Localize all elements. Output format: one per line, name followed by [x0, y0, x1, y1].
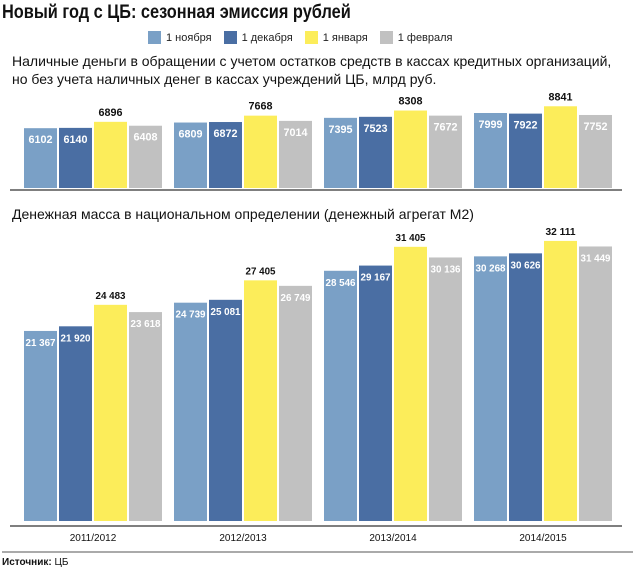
top-data-label: 7395: [329, 124, 353, 136]
bottom-bar: [359, 265, 392, 521]
top-data-label: 7523: [364, 123, 388, 135]
top-bar: [324, 117, 357, 188]
top-chart-subtitle: Наличные деньги в обращении с учетом ост…: [12, 53, 612, 87]
top-data-label: 7014: [284, 127, 309, 139]
bottom-bar: [129, 312, 162, 521]
bottom-bar: [394, 246, 427, 521]
top-data-label: 8841: [549, 91, 573, 103]
legend-item: 1 декабря: [223, 31, 293, 44]
bottom-data-label: 32 111: [546, 227, 576, 238]
bottom-data-label: 30 626: [511, 260, 541, 271]
bottom-bar: [24, 330, 57, 521]
top-bar: [244, 115, 277, 188]
bottom-data-label: 29 167: [361, 273, 391, 284]
bottom-bar: [474, 256, 507, 521]
x-tick-label: 2011/2012: [70, 533, 117, 544]
top-bar: [429, 115, 462, 188]
top-data-label: 6408: [134, 132, 158, 144]
top-bar: [209, 122, 242, 188]
bottom-bar: [244, 280, 277, 521]
bottom-data-label: 26 749: [281, 293, 311, 304]
top-bar: [94, 121, 127, 188]
top-bar: [544, 106, 577, 188]
bottom-data-label: 23 618: [131, 319, 161, 330]
source-label: Источник:: [2, 557, 52, 568]
bottom-bar: [429, 257, 462, 521]
legend-label: 1 января: [322, 31, 368, 44]
x-tick-label: 2014/2015: [519, 533, 567, 544]
bottom-data-label: 21 367: [26, 338, 56, 349]
bottom-bar: [209, 299, 242, 521]
legend-swatch: [304, 31, 318, 44]
bottom-data-label: 31 449: [581, 253, 611, 264]
bottom-data-label: 27 405: [246, 266, 276, 277]
top-data-label: 8308: [399, 96, 423, 108]
bottom-data-label: 25 081: [211, 307, 241, 318]
x-tick-label: 2013/2014: [369, 533, 417, 544]
top-bar: [279, 120, 312, 188]
bottom-bar: [324, 270, 357, 521]
legend-swatch: [223, 31, 237, 44]
bottom-bar: [174, 302, 207, 521]
top-bar: [474, 113, 507, 188]
legend-label: 1 декабря: [241, 31, 293, 44]
legend-swatch: [148, 31, 161, 44]
bottom-bar: [544, 240, 577, 521]
legend-item: 1 ноября: [148, 31, 212, 44]
top-data-label: 6809: [179, 129, 203, 141]
legend: 1 ноября 1 декабря 1 января 1 февраля: [148, 31, 453, 44]
legend-swatch: [379, 31, 393, 44]
legend-item: 1 февраля: [379, 31, 453, 44]
top-data-label: 6896: [99, 107, 123, 119]
bottom-data-label: 30 136: [431, 264, 461, 275]
top-bar: [59, 127, 92, 188]
top-data-label: 6872: [214, 128, 238, 140]
bottom-data-label: 24 483: [96, 291, 126, 302]
top-bar: [394, 110, 427, 188]
top-data-label: 6140: [64, 134, 88, 146]
top-data-label: 7752: [584, 121, 608, 133]
top-data-label: 7922: [514, 120, 538, 132]
source-value: ЦБ: [54, 557, 69, 568]
bottom-bar: [579, 246, 612, 521]
legend-label: 1 ноября: [166, 31, 212, 44]
top-bar: [579, 114, 612, 188]
top-bar: [129, 125, 162, 188]
x-tick-label: 2012/2013: [219, 533, 267, 544]
top-bar: [359, 116, 392, 188]
bottom-data-label: 24 739: [176, 310, 206, 321]
legend-item: 1 января: [304, 31, 368, 44]
bottom-bar: [509, 253, 542, 521]
top-data-label: 7999: [479, 119, 503, 131]
bottom-data-label: 21 920: [61, 333, 91, 344]
bottom-data-label: 30 268: [476, 263, 506, 274]
bottom-data-label: 31 405: [396, 233, 426, 244]
top-bar: [509, 113, 542, 188]
top-bar: [24, 128, 57, 188]
bottom-bar: [59, 326, 92, 521]
bottom-data-label: 28 546: [326, 278, 356, 289]
bottom-chart-subtitle: Денежная масса в национальном определени…: [12, 206, 474, 222]
top-bar: [174, 122, 207, 188]
top-data-label: 7672: [434, 122, 458, 134]
bottom-bar: [279, 285, 312, 521]
source-note: Источник: ЦБ: [2, 557, 68, 568]
top-data-label: 6102: [29, 134, 53, 146]
bottom-bar: [94, 304, 127, 521]
chart-title: Новый год с ЦБ: сезонная эмиссия рублей: [2, 2, 351, 23]
top-data-label: 7668: [249, 101, 273, 113]
legend-label: 1 февраля: [397, 31, 453, 44]
